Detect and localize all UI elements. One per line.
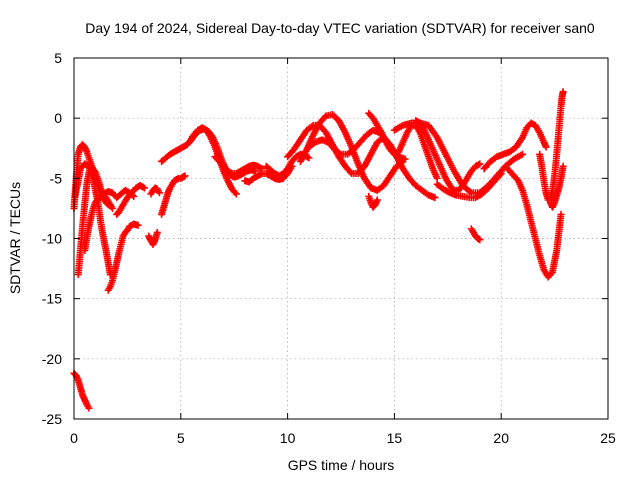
series-arc-aa (546, 162, 567, 211)
series-arc-i (158, 172, 189, 218)
data-point (373, 196, 381, 204)
series-arc-b (71, 160, 114, 279)
series-arc-p (296, 111, 407, 194)
data-point (559, 162, 567, 170)
series-arc-ab (70, 369, 93, 412)
data-point (153, 228, 161, 236)
y-tick-label: -20 (42, 351, 62, 367)
y-tick-label: 5 (54, 50, 62, 66)
series-arc-d (81, 192, 116, 255)
x-tick-label: 10 (280, 430, 296, 446)
data-point (346, 168, 354, 176)
data-point (257, 164, 265, 172)
data-point (139, 183, 147, 191)
series-arc-v (433, 170, 505, 202)
x-tick-label: 5 (177, 430, 185, 446)
series-arc-h (147, 184, 163, 198)
data-point (181, 172, 189, 180)
y-tick-label: -10 (42, 231, 62, 247)
series-arc-o (284, 121, 439, 202)
x-tick-label: 20 (493, 430, 509, 446)
y-tick-label: -5 (50, 170, 63, 186)
series-arc-c (74, 162, 112, 279)
data-point (305, 154, 313, 162)
data-point (474, 161, 482, 169)
chart-title: Day 194 of 2024, Sidereal Day-to-day VTE… (85, 20, 595, 36)
series-arc-g (145, 228, 161, 249)
data-point (108, 204, 116, 212)
data-point (476, 236, 484, 244)
series-arc-m (241, 162, 296, 186)
data-points (70, 88, 567, 412)
data-point (542, 143, 550, 151)
data-point (232, 190, 240, 198)
series-arc-z (536, 88, 567, 204)
series-arc-f (113, 182, 148, 218)
y-axis-label: SDTVAR / TECUs (7, 182, 23, 294)
data-point (90, 167, 98, 175)
data-point (476, 160, 484, 168)
series-arc-y (501, 162, 565, 281)
data-point (559, 88, 567, 96)
data-point (227, 169, 235, 177)
x-axis-label: GPS time / hours (288, 457, 395, 473)
series-arc-r (365, 109, 441, 182)
axis-ticks: 0 5 10 15 20 25 -25 -20 -15 -10 -5 0 5 (42, 50, 616, 446)
data-point (134, 221, 142, 229)
data-point (431, 194, 439, 202)
series-arc-w (467, 225, 484, 244)
data-point (496, 171, 504, 179)
data-point (466, 188, 474, 196)
data-point (401, 155, 409, 163)
series-arc-x (480, 119, 550, 173)
series-arc-u (412, 117, 484, 194)
grid (74, 58, 608, 419)
y-tick-label: -15 (42, 291, 62, 307)
data-point (85, 404, 93, 412)
series-arc-k (185, 124, 240, 198)
data-point (519, 150, 527, 158)
data-point (497, 170, 505, 178)
series-arc-e (104, 220, 142, 294)
data-point (140, 184, 148, 192)
data-point (257, 170, 265, 178)
data-point (433, 174, 441, 182)
series-arc-l (211, 153, 266, 178)
data-point (155, 189, 163, 197)
x-tick-label: 25 (600, 430, 616, 446)
y-tick-label: -25 (42, 411, 62, 427)
y-tick-label: 0 (54, 110, 62, 126)
x-tick-label: 0 (70, 430, 78, 446)
x-tick-label: 15 (387, 430, 403, 446)
data-point (557, 210, 565, 218)
series-arc-s (365, 192, 381, 211)
